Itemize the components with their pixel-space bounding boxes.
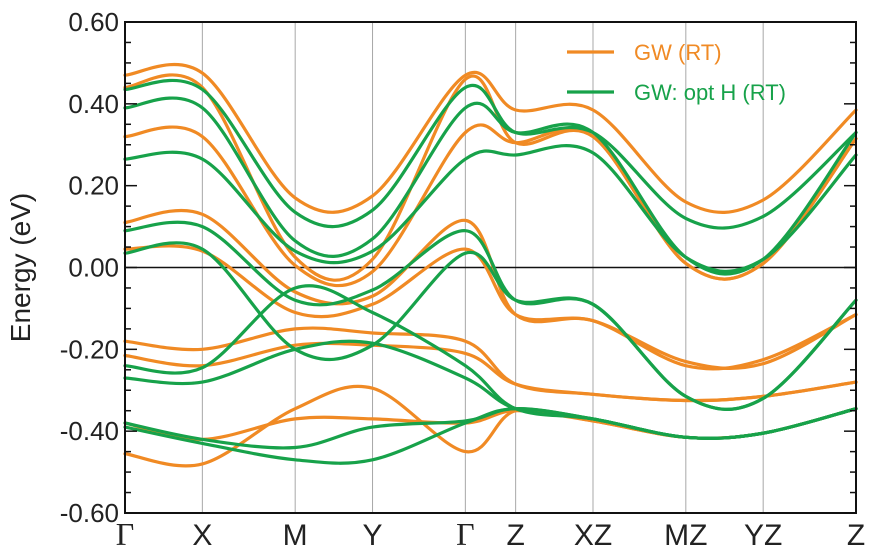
band-lines [123,62,858,468]
y-axis-label: Energy (eV) [5,193,36,342]
y-tick-label: 0.20 [68,171,119,201]
legend-label: GW (RT) [634,40,722,65]
y-tick-label: -0.40 [60,416,119,446]
y-tick-label: 0.60 [68,7,119,37]
kpoint-label: XZ [574,519,612,549]
kpoint-label: MZ [664,519,707,549]
band-line [123,241,858,411]
y-tick-label: 0.40 [68,89,119,119]
legend: GW (RT) GW: opt H (RT) [567,40,786,105]
kpoint-label: X [192,519,212,549]
legend-label: GW: opt H (RT) [634,80,786,105]
band-line [123,220,858,411]
kpoint-label: M [283,519,308,549]
series-gw-opt-h-rt [123,78,858,465]
band-line [123,144,858,273]
y-tick-label: -0.60 [60,498,119,528]
kpoint-label: Z [847,519,865,549]
x-axis-kpoint-labels: Γ X M Y Γ Z XZ MZ YZ Z [116,516,865,549]
y-tick-label: -0.20 [60,334,119,364]
band-line [123,244,858,371]
band-line [123,341,858,403]
band-line [123,407,858,465]
band-line [123,208,858,371]
kpoint-label: Z [506,519,524,549]
y-axis-ticks: 0.60 0.40 0.20 0.00 -0.20 -0.40 -0.60 [60,7,856,528]
kpoint-label: Γ [116,516,135,549]
kpoint-label: Γ [456,516,475,549]
kpoint-label: YZ [744,519,782,549]
kpoint-label: Y [363,519,383,549]
y-tick-label: 0.00 [68,253,119,283]
band-line [123,62,858,214]
band-line [123,96,858,276]
band-line [123,78,858,230]
